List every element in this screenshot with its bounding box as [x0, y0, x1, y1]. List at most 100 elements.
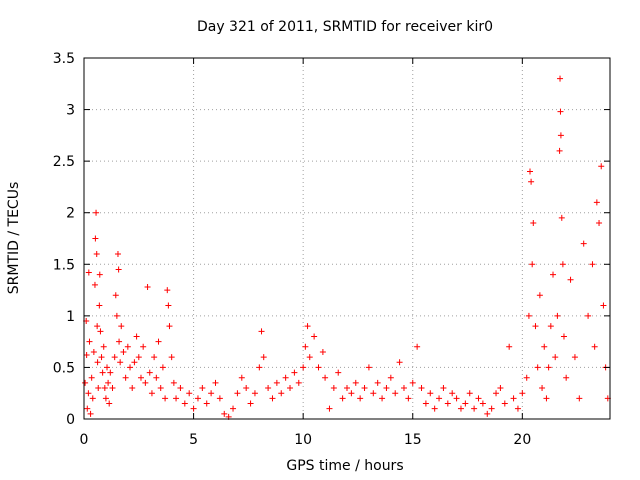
data-point: [567, 276, 574, 283]
data-point: [105, 379, 112, 386]
y-tick-label: 1.5: [53, 257, 75, 273]
data-point: [85, 269, 92, 276]
data-point: [166, 323, 173, 330]
data-point: [92, 235, 99, 242]
data-point: [170, 379, 177, 386]
data-point: [186, 390, 193, 397]
data-point: [94, 323, 101, 330]
data-point: [585, 312, 592, 319]
data-point: [107, 369, 114, 376]
data-point: [181, 400, 188, 407]
data-point: [86, 338, 93, 345]
data-point: [247, 400, 254, 407]
data-point: [295, 379, 302, 386]
data-point: [510, 395, 517, 402]
data-point: [330, 385, 337, 392]
data-point: [260, 354, 267, 361]
data-point: [365, 364, 372, 371]
data-point: [427, 390, 434, 397]
data-point: [593, 199, 600, 206]
data-point: [370, 390, 377, 397]
data-point: [273, 379, 280, 386]
data-point: [91, 281, 98, 288]
data-point: [177, 385, 184, 392]
data-point: [519, 390, 526, 397]
data-point: [115, 266, 122, 273]
data-point: [600, 302, 607, 309]
data-point: [137, 374, 144, 381]
data-point: [101, 385, 108, 392]
data-point: [543, 395, 550, 402]
data-point: [479, 400, 486, 407]
data-point: [234, 390, 241, 397]
data-point: [547, 323, 554, 330]
data-point: [304, 323, 311, 330]
data-point: [339, 395, 346, 402]
data-point: [591, 343, 598, 350]
data-point: [155, 338, 162, 345]
y-tick-label: 3.5: [53, 51, 75, 67]
data-point: [383, 385, 390, 392]
data-point: [112, 292, 119, 299]
x-tick-label: 10: [294, 432, 312, 448]
data-point: [528, 178, 535, 185]
data-point: [146, 369, 153, 376]
data-point: [571, 354, 578, 361]
data-point: [405, 395, 412, 402]
data-point: [102, 395, 109, 402]
data-point: [306, 354, 313, 361]
y-tick-label: 0.5: [53, 360, 75, 376]
data-point: [453, 395, 460, 402]
data-points: [82, 75, 611, 420]
x-tick-label: 0: [80, 432, 89, 448]
data-point: [94, 359, 101, 366]
data-point: [493, 390, 500, 397]
data-point: [144, 283, 151, 290]
data-point: [501, 400, 508, 407]
data-point: [93, 209, 100, 216]
data-point: [326, 405, 333, 412]
data-point: [131, 359, 138, 366]
plot-area-frame: [83, 57, 611, 420]
data-point: [265, 385, 272, 392]
axis-ticks: 0 5 10 15 20 0 0.5 1 1.5 2 2.5 3 3.5: [53, 51, 610, 448]
data-point: [153, 374, 160, 381]
data-point: [497, 385, 504, 392]
data-point: [352, 379, 359, 386]
data-point: [173, 395, 180, 402]
data-point: [88, 374, 95, 381]
data-point: [165, 302, 172, 309]
data-point: [436, 395, 443, 402]
data-point: [104, 364, 111, 371]
data-point: [506, 343, 513, 350]
data-point: [598, 163, 605, 170]
data-point: [127, 364, 134, 371]
data-point: [164, 287, 171, 294]
data-point: [243, 385, 250, 392]
data-point: [527, 168, 534, 175]
data-point: [120, 348, 127, 355]
data-point: [532, 323, 539, 330]
data-point: [129, 385, 136, 392]
data-point: [348, 390, 355, 397]
data-point: [557, 75, 564, 82]
data-point: [85, 390, 92, 397]
y-axis-label: SRMTID / TECUs: [6, 182, 22, 295]
data-point: [387, 374, 394, 381]
data-point: [488, 405, 495, 412]
data-point: [100, 343, 107, 350]
data-point: [557, 132, 564, 139]
data-point: [258, 328, 265, 335]
data-point: [344, 385, 350, 392]
data-point: [162, 395, 169, 402]
data-point: [96, 302, 103, 309]
data-point: [596, 220, 603, 227]
y-tick-label: 1: [66, 309, 75, 325]
data-point: [159, 364, 166, 371]
data-point: [157, 385, 164, 392]
data-point: [315, 364, 322, 371]
data-point: [148, 390, 155, 397]
data-point: [106, 400, 113, 407]
data-point: [322, 374, 329, 381]
